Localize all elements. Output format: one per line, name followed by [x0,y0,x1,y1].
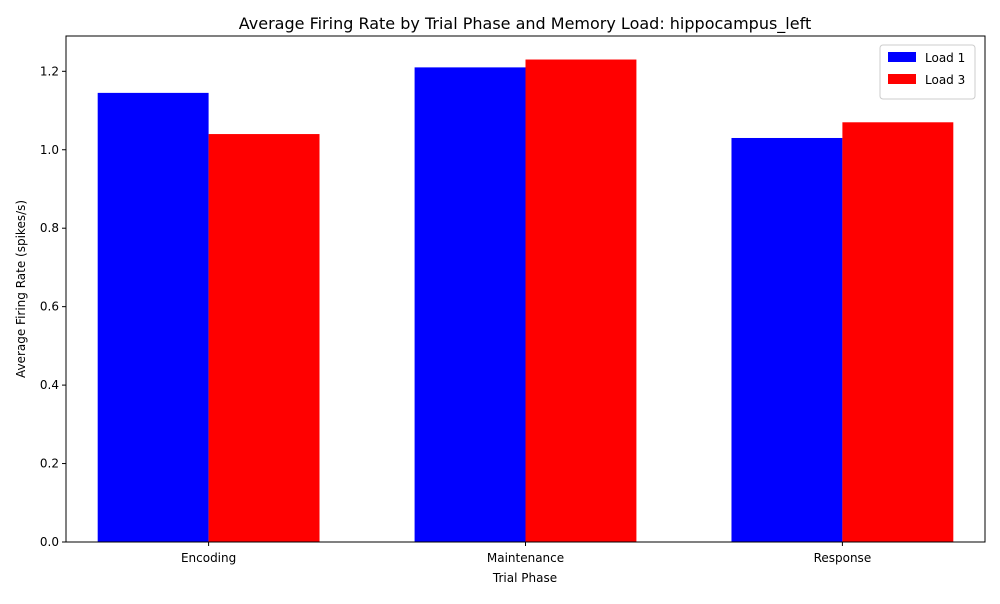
y-tick-label: 1.0 [40,143,59,157]
axes-layer: 0.0 0.2 0.4 0.6 0.8 1.0 1.2 Encoding Maintenance… [40,35,986,565]
bar-load-3-maintenance [525,59,637,542]
legend-swatch [888,52,916,62]
y-tick-label: 0.2 [40,457,59,471]
x-tick-label: Response [814,551,872,565]
x-tick-label: Maintenance [487,551,564,565]
y-tick-label: 1.2 [40,64,59,78]
bars-layer [97,59,954,543]
bar-load-3-encoding [208,134,320,542]
y-tick-label: 0.6 [40,300,59,314]
y-axis-label: Average Firing Rate (spikes/s) [14,200,28,378]
y-tick-label: 0.8 [40,221,59,235]
chart-title: Average Firing Rate by Trial Phase and M… [239,14,811,34]
bar-load-1-encoding [97,92,209,542]
x-tick-label: Encoding [181,551,236,565]
legend-label: Load 1 [925,51,965,65]
bar-load-1-maintenance [414,67,526,542]
legend-swatch [888,74,916,84]
legend: Load 1 Load 3 [879,44,976,100]
legend-label: Load 3 [925,73,965,87]
y-tick-label: 0.4 [40,378,59,392]
x-axis-label: Trial Phase [492,571,557,585]
y-tick-label: 0.0 [40,535,59,549]
bar-load-3-response [842,122,954,542]
bar-load-1-response [731,137,843,543]
